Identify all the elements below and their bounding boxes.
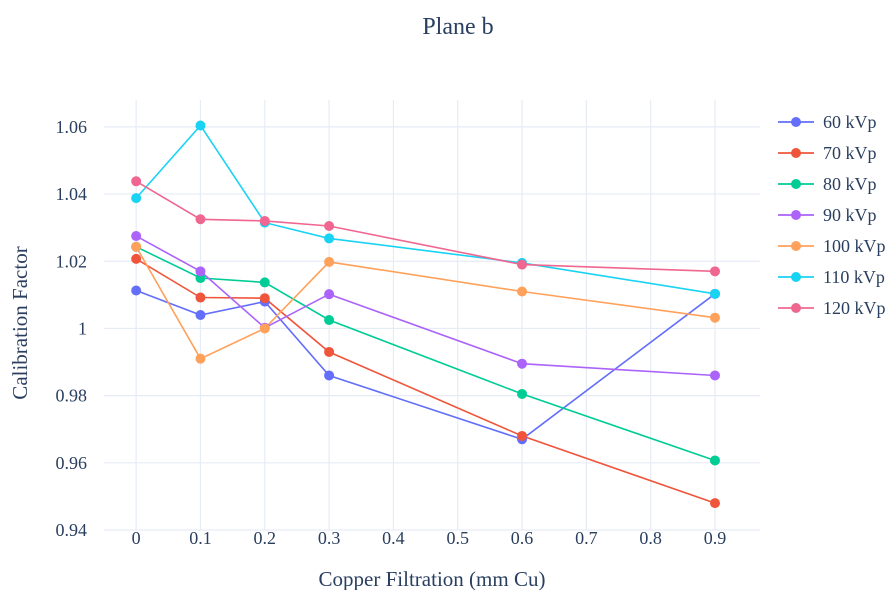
data-point-90-kvp — [131, 231, 142, 242]
data-point-100-kvp — [709, 312, 720, 323]
data-point-60-kvp — [324, 370, 335, 381]
data-point-90-kvp — [709, 370, 720, 381]
data-point-110-kvp — [324, 233, 335, 244]
data-point-80-kvp — [259, 277, 270, 288]
legend-label: 110 kVp — [823, 267, 885, 287]
y-tick-label: 1.02 — [56, 251, 88, 271]
data-point-90-kvp — [195, 266, 206, 277]
y-axis-ticks: 0.94 0.96 0.98 1 1.02 1.04 1.06 — [56, 117, 88, 540]
data-point-60-kvp — [131, 285, 142, 296]
data-point-80-kvp — [517, 388, 528, 399]
data-point-80-kvp — [324, 315, 335, 326]
data-point-70-kvp — [709, 498, 720, 509]
y-tick-label: 0.98 — [56, 386, 88, 406]
data-point-120-kvp — [517, 259, 528, 270]
y-tick-label: 1 — [78, 318, 87, 338]
data-point-110-kvp — [131, 193, 142, 204]
legend-item-120-kvp: 120 kVp — [778, 298, 886, 318]
series-line-60-kvp — [135, 289, 716, 441]
data-point-90-kvp — [517, 358, 528, 369]
data-point-70-kvp — [131, 253, 142, 264]
series-line-90-kvp — [135, 235, 716, 377]
x-tick-label: 0.5 — [446, 528, 469, 548]
legend-label: 60 kVp — [823, 112, 877, 132]
y-tick-label: 1.06 — [56, 117, 88, 137]
y-tick-label: 0.96 — [56, 453, 88, 473]
data-point-70-kvp — [259, 293, 270, 304]
legend-label: 80 kVp — [823, 174, 877, 194]
data-point-60-kvp — [195, 310, 206, 320]
series-line-110-kvp — [135, 124, 716, 295]
grid — [104, 100, 760, 531]
x-tick-label: 0.1 — [189, 528, 212, 548]
series-line-70-kvp — [135, 258, 716, 504]
data-point-110-kvp — [709, 288, 720, 299]
x-tick-label: 0.9 — [704, 528, 727, 548]
y-tick-label: 1.04 — [56, 184, 88, 204]
data-point-120-kvp — [195, 214, 206, 225]
legend-item-80-kvp: 80 kVp — [778, 174, 877, 194]
legend-item-90-kvp: 90 kVp — [778, 205, 877, 225]
series-markers — [131, 120, 720, 509]
legend-item-60-kvp: 60 kVp — [778, 112, 877, 132]
legend-item-100-kvp: 100 kVp — [778, 236, 886, 256]
legend-swatch-marker — [791, 210, 801, 220]
legend-swatch-marker — [791, 179, 801, 189]
data-point-100-kvp — [324, 256, 335, 267]
legend-swatch-marker — [791, 272, 801, 282]
x-tick-label: 0.4 — [382, 528, 405, 548]
data-point-90-kvp — [324, 289, 335, 300]
data-point-70-kvp — [517, 430, 528, 441]
x-tick-label: 0.2 — [254, 528, 277, 548]
data-point-100-kvp — [195, 353, 206, 364]
x-tick-label: 0.7 — [575, 528, 598, 548]
legend-swatch-marker — [791, 148, 801, 158]
legend: 60 kVp 70 kVp 80 kVp 90 kVp 100 kVp 110 kVp 12… — [778, 112, 886, 318]
x-axis-ticks: 0 0.1 0.2 0.3 0.4 0.5 0.6 0.7 0.8 0.9 — [132, 528, 727, 548]
legend-swatch-marker — [791, 303, 801, 313]
x-tick-label: 0.6 — [511, 528, 534, 548]
data-point-110-kvp — [195, 120, 206, 131]
data-point-120-kvp — [131, 176, 142, 187]
legend-label: 90 kVp — [823, 205, 877, 225]
legend-item-110-kvp: 110 kVp — [778, 267, 885, 287]
chart-title: Plane b — [422, 14, 493, 40]
series-lines — [135, 124, 716, 504]
x-tick-label: 0.8 — [639, 528, 662, 548]
series-line-100-kvp — [135, 246, 716, 360]
data-point-120-kvp — [259, 215, 270, 226]
legend-label: 70 kVp — [823, 143, 877, 163]
legend-label: 100 kVp — [823, 236, 886, 256]
data-point-70-kvp — [324, 346, 335, 357]
data-point-70-kvp — [195, 292, 206, 303]
data-point-100-kvp — [259, 323, 270, 334]
data-point-120-kvp — [709, 266, 720, 277]
y-tick-label: 0.94 — [56, 520, 88, 540]
x-axis-title: Copper Filtration (mm Cu) — [319, 567, 546, 590]
data-point-100-kvp — [517, 286, 528, 297]
data-point-120-kvp — [324, 220, 335, 231]
legend-item-70-kvp: 70 kVp — [778, 143, 877, 163]
x-tick-label: 0.3 — [318, 528, 341, 548]
y-axis-title: Calibration Factor — [8, 246, 32, 399]
data-point-100-kvp — [131, 241, 142, 252]
series-line-80-kvp — [135, 246, 716, 462]
data-point-80-kvp — [709, 455, 720, 466]
series-line-120-kvp — [135, 180, 716, 273]
legend-swatch-marker — [791, 117, 801, 127]
legend-swatch-marker — [791, 241, 801, 251]
x-tick-label: 0 — [132, 528, 141, 548]
legend-label: 120 kVp — [823, 298, 886, 318]
